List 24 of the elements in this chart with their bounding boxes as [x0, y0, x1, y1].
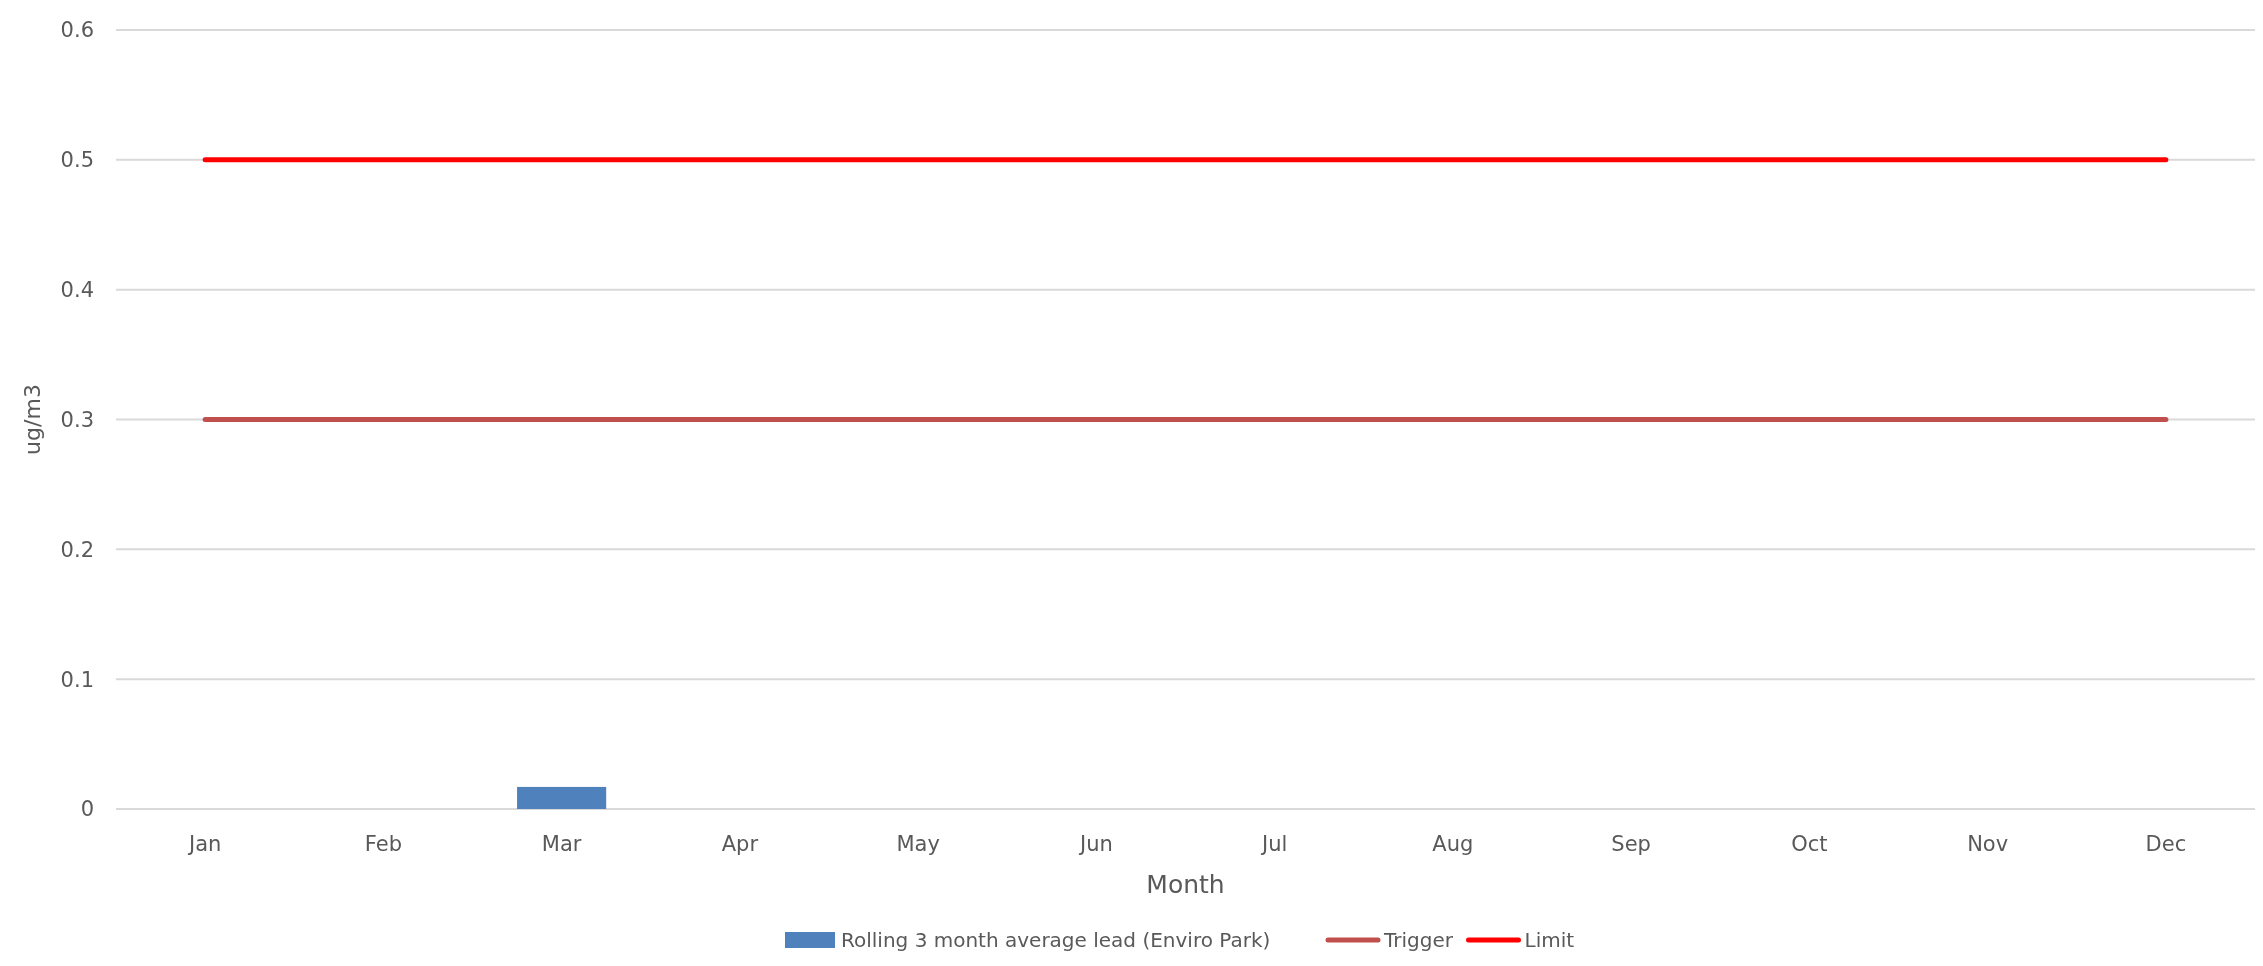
x-tick-label: Aug — [1432, 832, 1474, 856]
y-tick-label: 0.2 — [60, 537, 94, 562]
x-tick-label: May — [896, 832, 940, 856]
x-tick-label: Jan — [186, 832, 222, 856]
y-axis-title: ug/m3 — [20, 384, 45, 455]
x-tick-label: Dec — [2145, 832, 2187, 856]
x-axis-title: Month — [1146, 870, 1225, 899]
y-tick-label: 0.6 — [60, 18, 94, 43]
y-tick-label: 0 — [80, 797, 94, 822]
x-tick-label: Apr — [721, 832, 759, 856]
x-tick-label: Jul — [1259, 832, 1288, 856]
y-tick-label: 0.1 — [60, 667, 94, 692]
x-tick-label: Jun — [1077, 832, 1113, 856]
legend-label: Rolling 3 month average lead (Enviro Park) — [841, 928, 1271, 952]
x-tick-label: Oct — [1791, 832, 1828, 856]
x-tick-label: Mar — [541, 832, 582, 856]
x-tick-label: Feb — [364, 832, 402, 856]
legend-label: Trigger — [1383, 928, 1454, 952]
y-tick-label: 0.5 — [60, 148, 94, 173]
y-tick-label: 0.3 — [60, 407, 94, 432]
x-tick-label: Sep — [1611, 832, 1651, 856]
x-tick-label: Nov — [1967, 832, 2009, 856]
legend-label: Limit — [1524, 928, 1575, 952]
y-tick-label: 0.4 — [60, 278, 94, 303]
